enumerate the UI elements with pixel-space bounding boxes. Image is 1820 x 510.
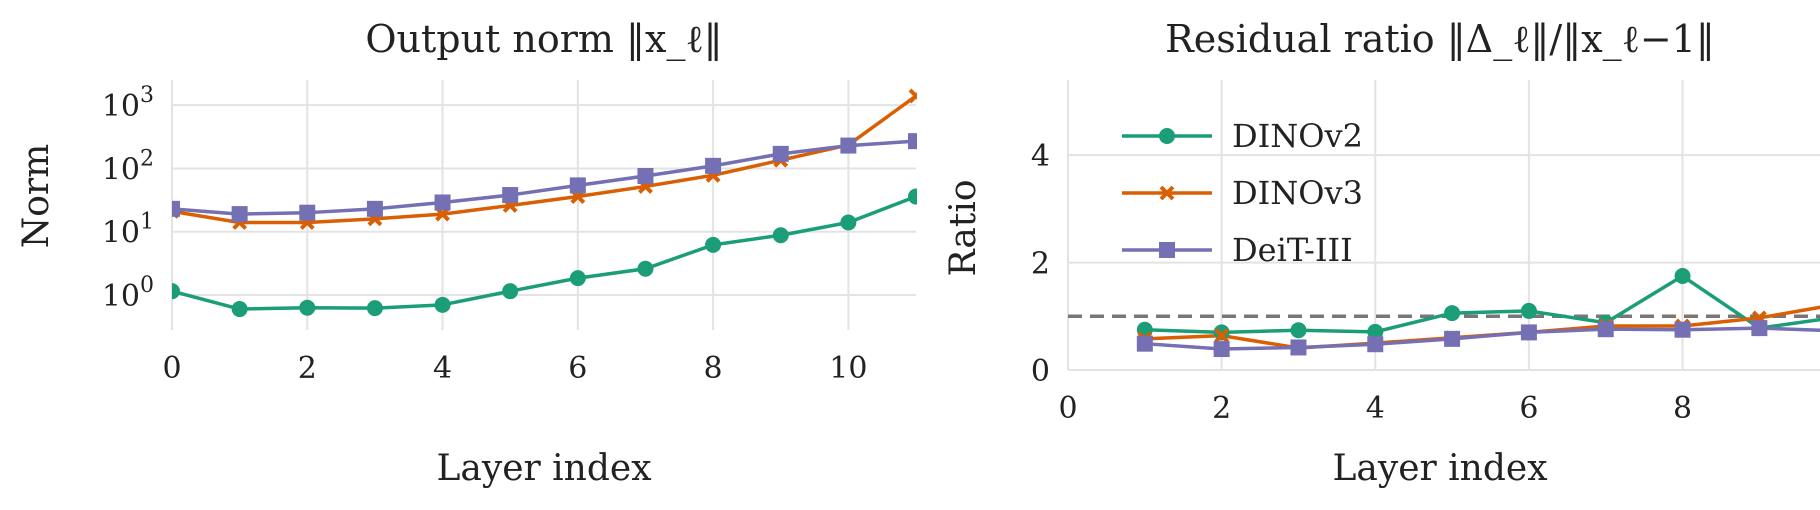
x-tick-label: 4: [1366, 391, 1385, 426]
data-point-dinov2: [705, 236, 722, 253]
series-line-deit-iii: [172, 139, 917, 216]
y-tick-label: 100: [102, 273, 154, 314]
left-series-lines: [172, 94, 917, 311]
data-point-dinov2: [908, 188, 917, 205]
data-point-dinov2: [1290, 322, 1307, 339]
data-point-deit-iii: [172, 200, 180, 217]
legend-swatch-marker: [1159, 128, 1175, 144]
right-x-tick-labels: 0 2 4 6 8 10: [1058, 391, 1820, 426]
left-y-tick-labels: 100 101 102 103: [102, 83, 154, 314]
data-point-dinov2: [569, 270, 586, 287]
y-tick-label: 4: [1031, 139, 1050, 174]
data-point-dinov3: [908, 88, 917, 104]
data-point-deit-iii: [569, 177, 586, 194]
series-line-dinov3: [172, 94, 917, 225]
right-y-axis-label: Ratio: [943, 179, 984, 276]
data-point-deit-iii: [1597, 321, 1614, 338]
legend-entry-deit-iii: DeiT-III: [1122, 231, 1353, 269]
data-point-dinov2: [231, 301, 248, 318]
data-point-deit-iii: [1444, 330, 1461, 347]
left-y-axis-label: Norm: [16, 144, 57, 249]
data-point-deit-iii: [1136, 335, 1153, 352]
data-point-dinov2: [299, 299, 316, 316]
right-panel-title: Residual ratio ‖Δ_ℓ‖/‖x_ℓ−1‖: [1165, 17, 1715, 62]
left-gridlines: [171, 80, 916, 330]
data-point-deit-iii: [366, 200, 383, 217]
left-panel-title: Output norm ‖x_ℓ‖: [365, 17, 722, 62]
data-point-dinov2: [1213, 324, 1230, 341]
series-line-dinov2: [172, 194, 917, 311]
right-x-axis-label: Layer index: [1332, 448, 1547, 489]
data-point-deit-iii: [231, 206, 248, 223]
data-point-deit-iii: [772, 145, 789, 162]
x-tick-label: 2: [298, 351, 317, 386]
x-tick-label: 8: [1673, 391, 1692, 426]
data-point-deit-iii: [1213, 341, 1230, 358]
x-tick-label: 8: [704, 351, 723, 386]
data-point-deit-iii: [840, 137, 857, 154]
data-point-deit-iii: [1290, 339, 1307, 356]
legend-entry-dinov3: DINOv3: [1122, 174, 1363, 212]
y-tick-label: 0: [1031, 354, 1050, 389]
right-series-markers: [1136, 268, 1768, 358]
data-point-deit-iii: [434, 194, 451, 211]
y-tick-label: 101: [102, 210, 154, 251]
left-x-axis-label: Layer index: [436, 448, 651, 489]
x-tick-label: 4: [433, 351, 452, 386]
x-tick-label: 0: [1058, 391, 1077, 426]
right-y-tick-labels: 0 2 4: [1031, 139, 1050, 389]
left-x-tick-labels: 0 2 4 6 8 10: [162, 351, 867, 386]
data-point-deit-iii: [637, 168, 654, 185]
x-tick-label: 6: [568, 351, 587, 386]
legend-label: DINOv3: [1232, 174, 1363, 212]
x-tick-label: 0: [162, 351, 181, 386]
y-tick-label: 103: [102, 83, 154, 124]
residual-ratio-panel: 0 2 4 6 8 10 0 2 4 Residual ratio ‖Δ_ℓ‖/‖x_ℓ−1‖…: [943, 17, 1820, 489]
y-tick-label: 2: [1031, 247, 1050, 282]
output-norm-panel: 0 2 4 6 8 10 100 101 102 103 Output norm ‖x_ℓ‖ L…: [16, 17, 917, 489]
data-point-dinov2: [1674, 268, 1691, 285]
data-point-deit-iii: [1520, 324, 1537, 341]
x-tick-label: 2: [1212, 391, 1231, 426]
legend: DINOv2 DINOv3 DeiT-III: [1122, 117, 1363, 269]
left-series-markers: [172, 88, 917, 318]
data-point-deit-iii: [1674, 321, 1691, 338]
data-point-deit-iii: [299, 204, 316, 221]
data-point-dinov2: [502, 283, 519, 300]
data-point-dinov3: [1214, 328, 1230, 344]
data-point-dinov2: [172, 283, 180, 300]
x-tick-label: 10: [829, 351, 867, 386]
legend-swatch-marker: [1159, 185, 1175, 201]
data-point-deit-iii: [1751, 320, 1768, 337]
data-point-dinov2: [366, 300, 383, 317]
data-point-dinov2: [434, 296, 451, 313]
legend-label: DINOv2: [1232, 117, 1363, 155]
data-point-deit-iii: [908, 133, 917, 150]
x-tick-label: 10: [1817, 391, 1820, 426]
y-tick-label: 102: [102, 146, 154, 187]
legend-label: DeiT-III: [1232, 231, 1353, 269]
legend-entry-dinov2: DINOv2: [1122, 117, 1363, 155]
data-point-deit-iii: [1367, 336, 1384, 353]
data-point-deit-iii: [502, 187, 519, 204]
data-point-deit-iii: [705, 157, 722, 174]
data-point-dinov2: [1520, 302, 1537, 319]
data-point-dinov2: [1444, 305, 1461, 322]
data-point-dinov2: [772, 227, 789, 244]
right-gridlines: [1067, 80, 1820, 371]
legend-swatch-marker: [1159, 242, 1175, 258]
data-point-dinov2: [1367, 323, 1384, 340]
data-point-dinov2: [637, 260, 654, 277]
x-tick-label: 6: [1519, 391, 1538, 426]
data-point-dinov2: [840, 214, 857, 231]
